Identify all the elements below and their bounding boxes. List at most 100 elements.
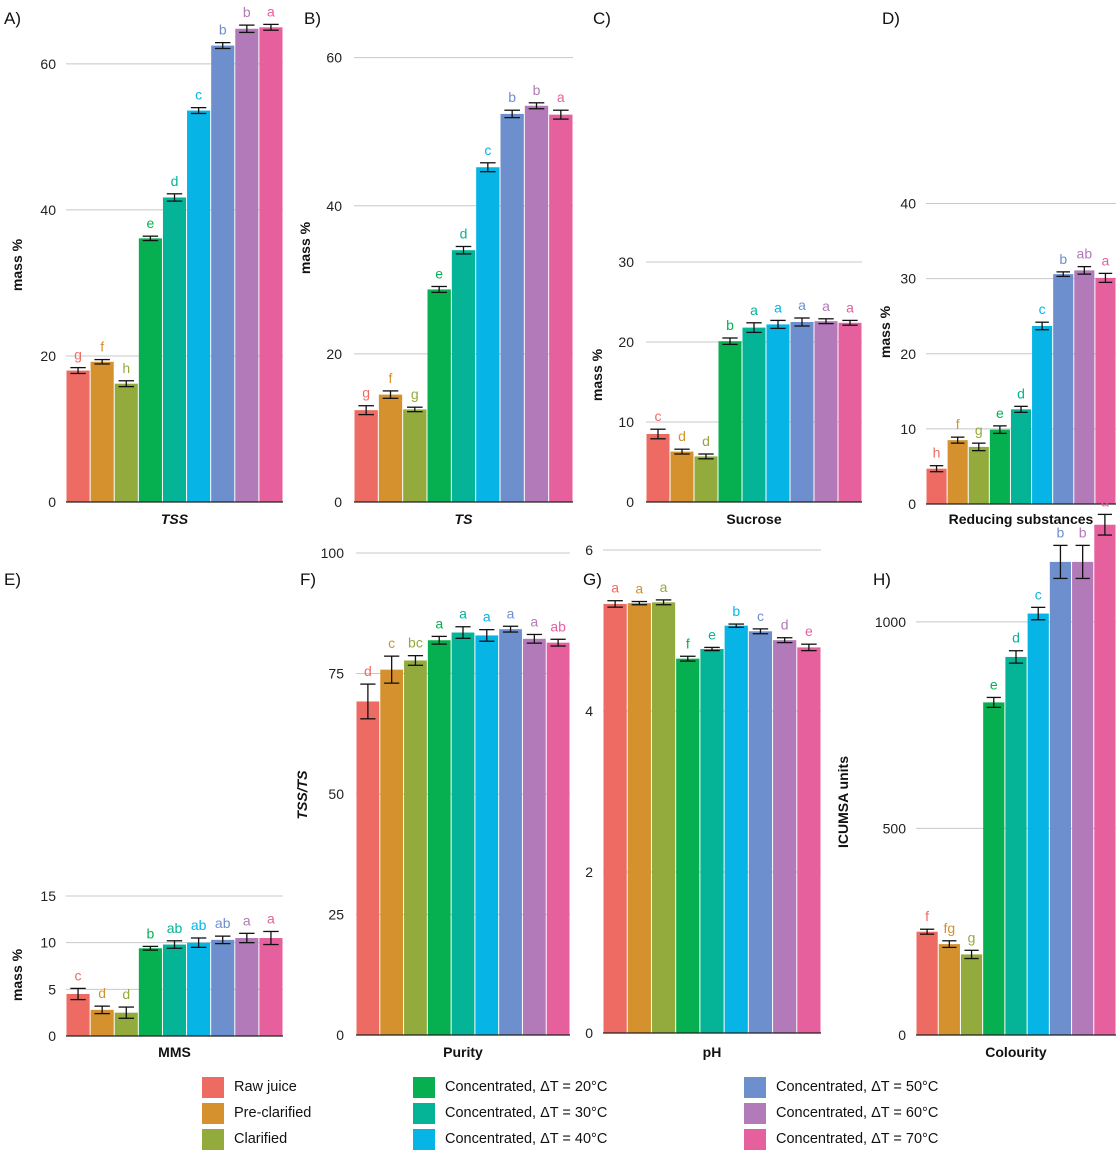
bar-b-8 [549, 114, 573, 502]
y-axis-label-h: ICUMSA units [835, 756, 851, 848]
y-tick-label-b-1: 20 [326, 346, 342, 362]
bar-b-2 [403, 409, 427, 502]
sig-letter-d-8: a [1102, 252, 1110, 268]
bar-b-5 [476, 167, 500, 503]
bar-a-1 [90, 361, 114, 502]
bar-a-5 [187, 110, 211, 502]
y-axis-label-f: TSS/TS [294, 770, 310, 820]
y-tick-label-f-4: 100 [321, 545, 345, 561]
y-tick-label-d-1: 10 [900, 421, 916, 437]
sig-letter-e-8: a [267, 910, 275, 926]
y-tick-label-e-1: 5 [48, 981, 56, 997]
y-axis-label-e: mass % [9, 948, 25, 1001]
bar-g-6 [748, 631, 773, 1033]
bar-c-6 [790, 322, 814, 502]
sig-letter-h-6: b [1057, 524, 1065, 540]
panel-label-d: D) [882, 9, 900, 28]
bar-e-3 [138, 948, 162, 1036]
legend-swatch-dt60 [744, 1102, 766, 1124]
x-axis-label-g: pH [703, 1044, 722, 1060]
legend-swatch-dt30 [413, 1102, 435, 1124]
legend-swatch-dt70 [744, 1128, 766, 1150]
bar-d-3 [989, 429, 1010, 504]
sig-letter-c-2: d [702, 433, 710, 449]
sig-letter-h-4: d [1012, 630, 1020, 646]
sig-letter-e-3: b [146, 925, 154, 941]
y-tick-label-b-0: 0 [334, 494, 342, 510]
y-tick-label-f-2: 50 [328, 786, 344, 802]
bar-h-3 [983, 702, 1005, 1035]
bar-d-2 [968, 446, 989, 504]
bar-h-6 [1049, 561, 1072, 1035]
legend-swatch-pre-clarified [202, 1102, 224, 1124]
legend-swatch-raw-juice [202, 1076, 224, 1098]
sig-letter-b-1: f [389, 370, 393, 386]
sig-letter-c-0: c [655, 408, 662, 424]
legend-item-pre-clarified: Pre-clarified [202, 1102, 311, 1124]
y-axis-label-a: mass % [9, 238, 25, 291]
bar-f-2 [404, 660, 427, 1035]
sig-letter-f-6: a [507, 605, 515, 621]
legend-swatch-clarified [202, 1128, 224, 1150]
sig-letter-d-2: g [975, 422, 983, 438]
sig-letter-d-6: b [1059, 251, 1067, 267]
x-axis-label-f: Purity [443, 1044, 483, 1060]
bar-d-5 [1032, 325, 1053, 504]
sig-letter-f-2: bc [408, 635, 423, 651]
bar-a-2 [114, 383, 138, 502]
y-tick-label-c-3: 30 [618, 254, 634, 270]
bar-f-6 [499, 629, 522, 1035]
x-axis-label-b: TS [455, 511, 474, 527]
sig-letter-f-1: c [388, 635, 395, 651]
y-tick-label-g-0: 0 [585, 1025, 593, 1041]
bar-d-7 [1074, 270, 1095, 504]
sig-letter-f-0: d [364, 663, 372, 679]
bar-b-3 [427, 289, 451, 502]
legend-item-dt70: Concentrated, ΔT = 70°C [744, 1128, 938, 1150]
sig-letter-a-6: b [219, 22, 227, 38]
legend-swatch-dt20 [413, 1076, 435, 1098]
sig-letter-b-7: b [533, 82, 541, 98]
sig-letter-h-0: f [925, 908, 929, 924]
bar-b-7 [524, 105, 549, 502]
legend-item-dt20: Concentrated, ΔT = 20°C [413, 1076, 607, 1098]
sig-letter-a-4: d [171, 173, 179, 189]
panel-label-a: A) [4, 9, 21, 28]
sig-letter-c-4: a [750, 302, 758, 318]
bar-c-2 [694, 456, 718, 502]
sig-letter-g-1: a [635, 581, 643, 597]
legend-label-pre-clarified: Pre-clarified [234, 1105, 312, 1121]
bar-h-2 [960, 954, 983, 1035]
sig-letter-g-5: b [732, 603, 740, 619]
bar-g-0 [603, 603, 627, 1033]
bar-f-0 [356, 701, 380, 1035]
bar-g-3 [676, 658, 700, 1033]
sig-letter-e-7: a [243, 912, 251, 928]
y-tick-label-c-2: 20 [618, 334, 634, 350]
sig-letter-d-1: f [956, 416, 960, 432]
panel-label-e: E) [4, 570, 21, 589]
sig-letter-h-1: fg [943, 920, 955, 936]
legend-label-dt30: Concentrated, ΔT = 30°C [445, 1105, 608, 1121]
sig-letter-g-8: e [805, 623, 813, 639]
sig-letter-d-5: c [1039, 301, 1046, 317]
bar-d-1 [947, 440, 968, 504]
sig-letter-b-3: e [435, 265, 443, 281]
sig-letter-f-3: a [435, 615, 443, 631]
y-tick-label-b-3: 60 [326, 50, 342, 66]
legend-label-clarified: Clarified [234, 1131, 288, 1147]
y-tick-label-f-3: 75 [328, 666, 344, 682]
bar-a-6 [211, 45, 235, 502]
bar-c-8 [838, 322, 862, 502]
sig-letter-c-8: a [846, 299, 854, 315]
sig-letter-e-5: ab [191, 917, 207, 933]
bar-f-3 [427, 640, 451, 1035]
bar-h-8 [1094, 524, 1116, 1035]
sig-letter-b-2: g [411, 386, 419, 402]
x-axis-label-h: Colourity [985, 1044, 1047, 1060]
bar-g-2 [651, 602, 676, 1033]
legend-label-dt50: Concentrated, ΔT = 50°C [776, 1079, 939, 1095]
